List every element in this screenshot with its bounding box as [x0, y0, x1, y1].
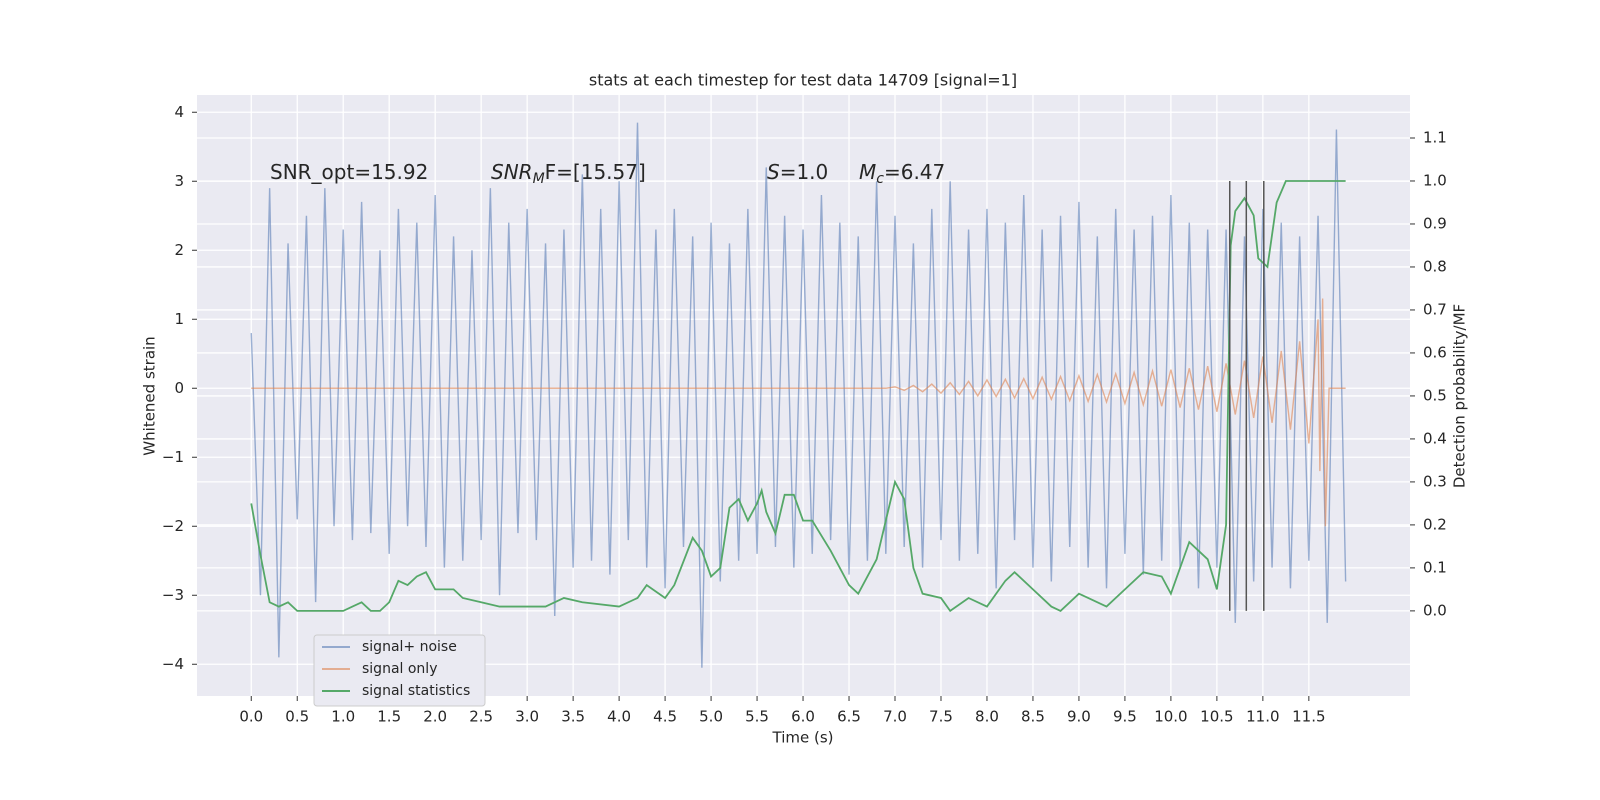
annotation: SNRMF=[15.57]	[491, 160, 646, 188]
x-tick-label: 1.0	[331, 708, 355, 726]
x-tick-label: 4.0	[607, 708, 631, 726]
annotation: S=1.0	[767, 160, 828, 184]
x-tick-label: 3.5	[561, 708, 585, 726]
x-tick-label: 8.0	[975, 708, 999, 726]
annotation-part: c	[876, 171, 884, 187]
x-tick-label: 8.5	[1021, 708, 1045, 726]
y-tick-label: 4	[174, 103, 184, 121]
y2-tick-label: 0.3	[1423, 472, 1447, 490]
y2-tick-label: 0.0	[1423, 601, 1447, 619]
annotation: SNR_opt=15.92	[270, 160, 428, 184]
legend-label: signal+ noise	[362, 639, 457, 655]
x-tick-label: 9.5	[1113, 708, 1137, 726]
x-tick-label: 1.5	[377, 708, 401, 726]
y-tick-label: 2	[174, 241, 184, 259]
x-tick-label: 10.0	[1154, 708, 1187, 726]
y2-tick-label: 1.0	[1423, 171, 1447, 189]
y2-axis-label: Detection probability/MF	[1451, 304, 1469, 488]
annotation-part: =6.47	[884, 160, 945, 184]
y2-tick-label: 0.7	[1423, 300, 1447, 318]
x-tick-label: 2.5	[469, 708, 493, 726]
chart-title: stats at each timestep for test data 147…	[589, 71, 1017, 90]
y2-tick-label: 0.9	[1423, 214, 1447, 232]
series-line	[251, 298, 1346, 527]
y-tick-label: −2	[162, 517, 184, 535]
x-axis-label: Time (s)	[772, 729, 834, 747]
x-tick-label: 7.5	[929, 708, 953, 726]
y2-tick-label: 1.1	[1423, 128, 1447, 146]
legend-box	[313, 634, 486, 707]
annotation-part: M	[533, 171, 545, 187]
x-tick-label: 2.0	[423, 708, 447, 726]
x-tick-label: 11.0	[1246, 708, 1279, 726]
y-tick-label: −1	[162, 448, 184, 466]
y-axis-label: Whitened strain	[141, 336, 159, 455]
y2-tick-label: 0.8	[1423, 257, 1447, 275]
annotation-part: SNR_opt=15.92	[270, 160, 428, 184]
x-tick-label: 0.5	[285, 708, 309, 726]
y2-tick-label: 0.1	[1423, 558, 1447, 576]
legend-label: signal statistics	[362, 683, 470, 699]
x-tick-label: 6.0	[791, 708, 815, 726]
series-line	[250, 122, 1347, 668]
x-tick-label: 5.0	[699, 708, 723, 726]
y-tick-label: 1	[174, 310, 184, 328]
y2-tick-label: 0.2	[1423, 515, 1447, 533]
annotation-part: S	[767, 160, 780, 184]
x-tick-label: 5.5	[745, 708, 769, 726]
annotation: Mc=6.47	[859, 160, 945, 188]
y-tick-label: 0	[174, 379, 184, 397]
annotation-part: =1.0	[780, 160, 829, 184]
annotation-part: F=[15.57]	[545, 160, 646, 184]
y2-tick-label: 0.5	[1423, 386, 1447, 404]
y2-tick-label: 0.6	[1423, 343, 1447, 361]
x-tick-label: 9.0	[1067, 708, 1091, 726]
y2-tick-label: 0.4	[1423, 429, 1447, 447]
x-tick-label: 4.5	[653, 708, 677, 726]
x-tick-label: 7.0	[883, 708, 907, 726]
y-tick-label: 3	[174, 172, 184, 190]
x-tick-label: 10.5	[1200, 708, 1233, 726]
x-tick-label: 6.5	[837, 708, 861, 726]
x-tick-label: 3.0	[515, 708, 539, 726]
annotation-part: M	[859, 160, 876, 184]
series-line	[250, 180, 1346, 613]
legend-label: signal only	[362, 661, 437, 677]
y-tick-label: −4	[162, 655, 184, 673]
x-tick-label: 11.5	[1292, 708, 1325, 726]
y-tick-label: −3	[162, 586, 184, 604]
annotation-part: SNR	[491, 160, 533, 184]
x-tick-label: 0.0	[239, 708, 263, 726]
